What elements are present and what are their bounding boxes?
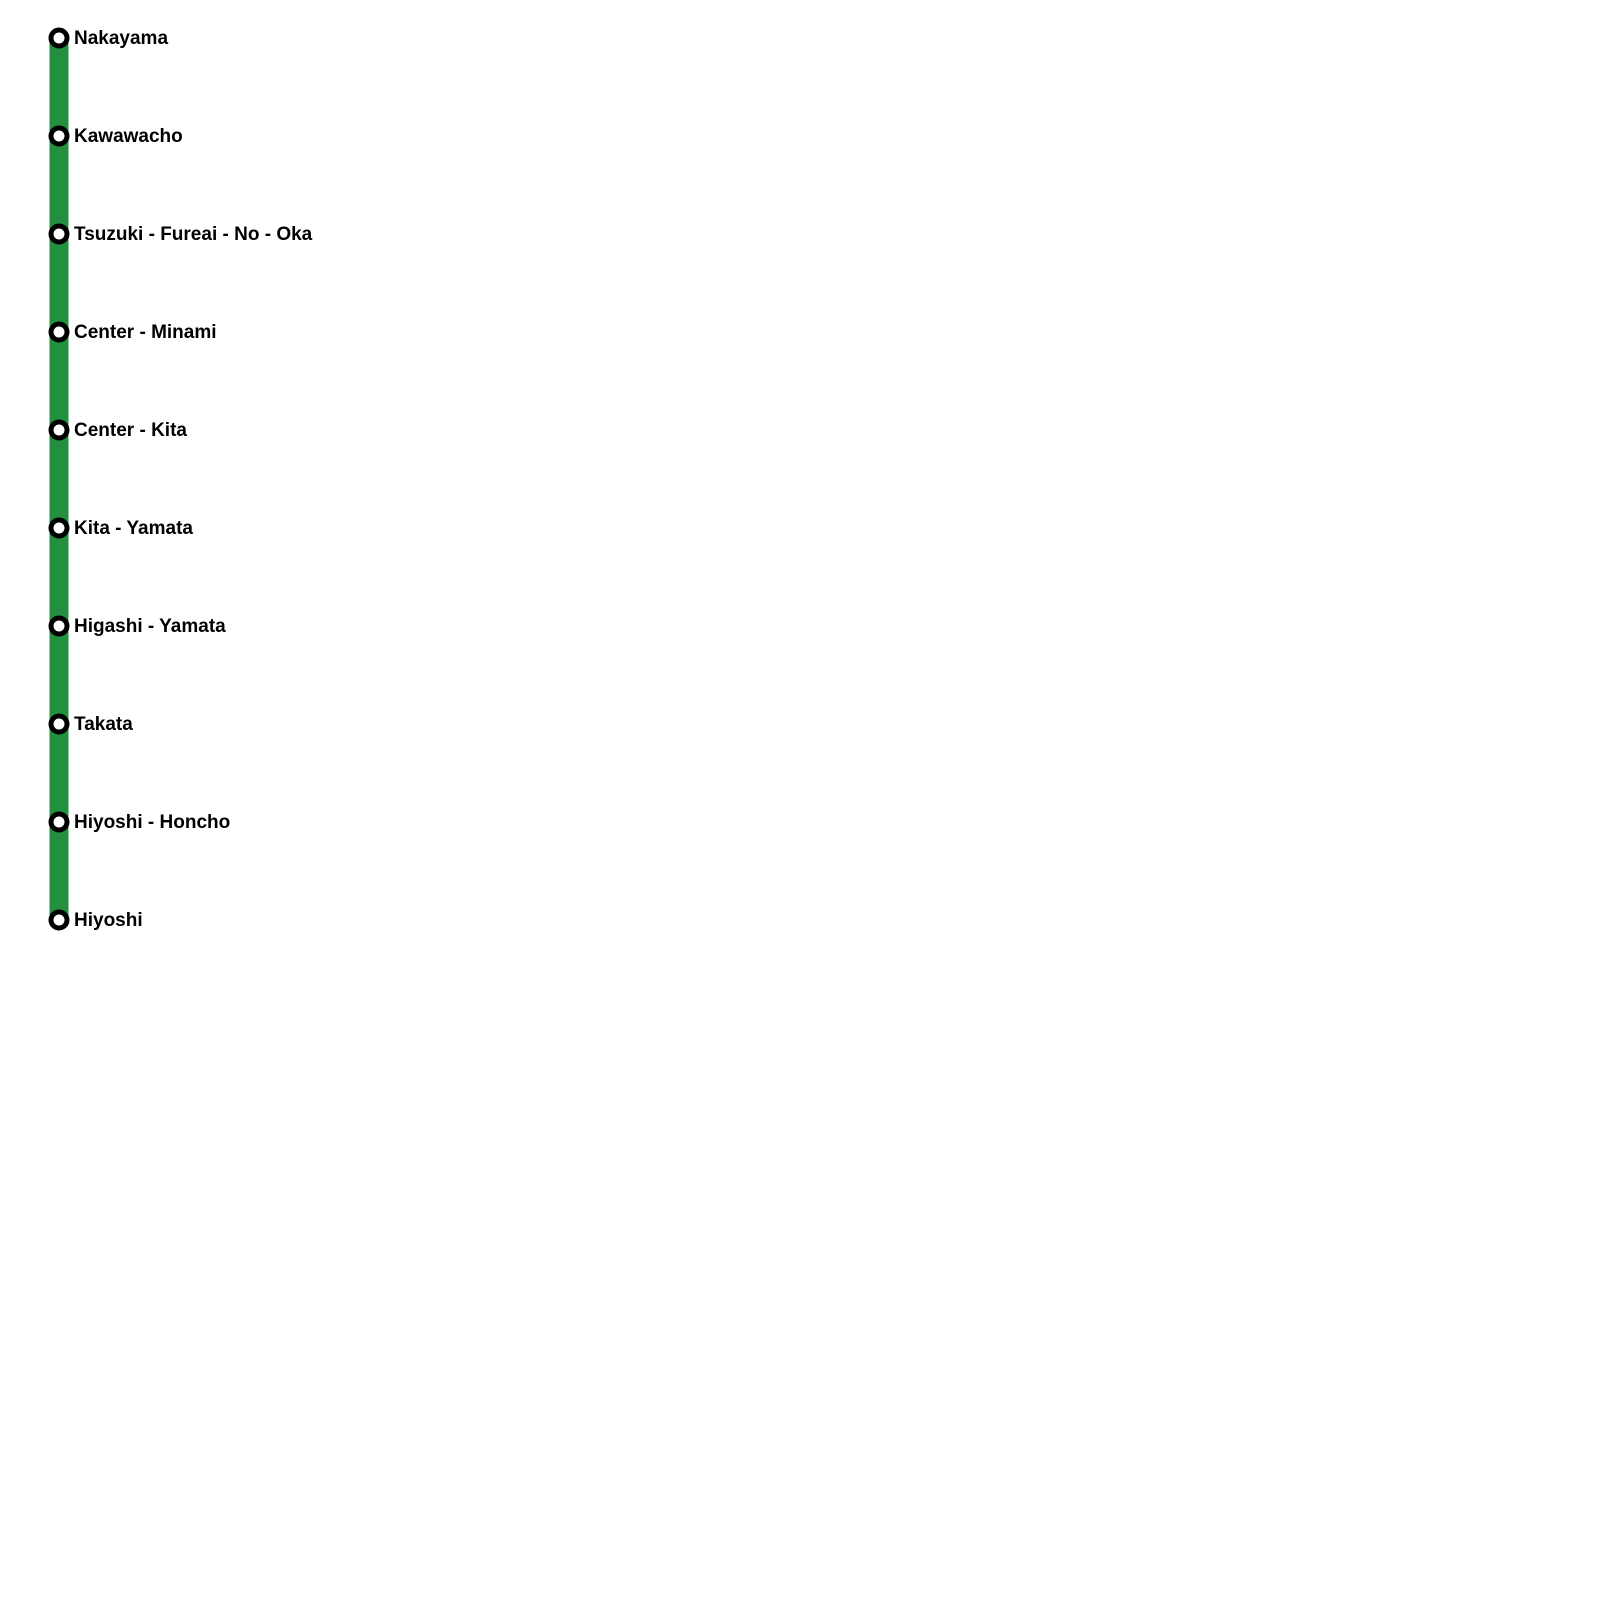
station-marker-icon — [48, 909, 70, 931]
station[interactable]: Kita - Yamata — [48, 517, 193, 539]
station-label: Higashi - Yamata — [74, 616, 226, 637]
station-label: Kawawacho — [74, 126, 183, 147]
station[interactable]: Kawawacho — [48, 125, 183, 147]
line-segment — [49, 38, 69, 920]
station-marker-icon — [48, 223, 70, 245]
station-marker-icon — [48, 811, 70, 833]
station[interactable]: Nakayama — [48, 27, 168, 49]
station[interactable]: Center - Minami — [48, 321, 217, 343]
station-marker-icon — [48, 27, 70, 49]
station[interactable]: Higashi - Yamata — [48, 615, 226, 637]
station-marker-icon — [48, 713, 70, 735]
station-marker-icon — [48, 517, 70, 539]
station-label: Tsuzuki - Fureai - No - Oka — [74, 224, 313, 245]
station-label: Center - Kita — [74, 420, 187, 441]
station-label: Center - Minami — [74, 322, 217, 343]
station-label: Kita - Yamata — [74, 518, 193, 539]
station-marker-icon — [48, 615, 70, 637]
station-marker-icon — [48, 419, 70, 441]
station[interactable]: Takata — [48, 713, 133, 735]
station-label: Takata — [74, 714, 133, 735]
station[interactable]: Hiyoshi — [48, 909, 143, 931]
station-label: Nakayama — [74, 28, 168, 49]
station-label: Hiyoshi - Honcho — [74, 812, 230, 833]
station-marker-icon — [48, 321, 70, 343]
station[interactable]: Tsuzuki - Fureai - No - Oka — [48, 223, 313, 245]
station-marker-icon — [48, 125, 70, 147]
station-label: Hiyoshi — [74, 910, 143, 931]
station[interactable]: Center - Kita — [48, 419, 187, 441]
station[interactable]: Hiyoshi - Honcho — [48, 811, 230, 833]
